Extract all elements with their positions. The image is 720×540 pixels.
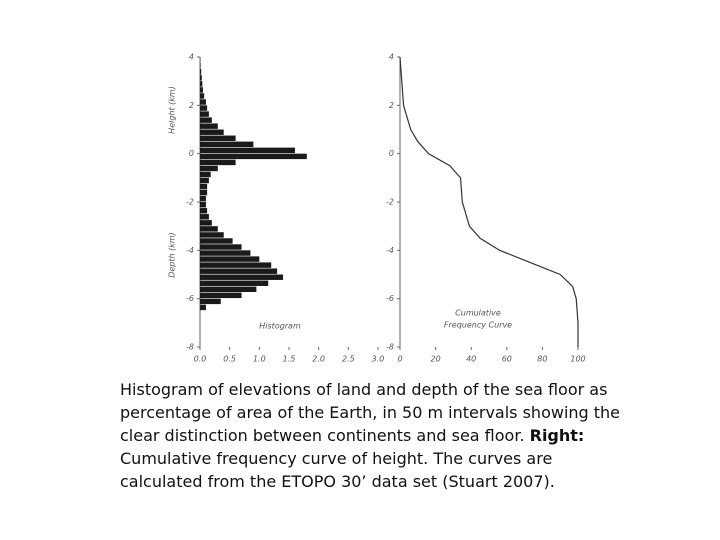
bar xyxy=(200,268,278,274)
caption-text: Cumulative frequency curve of height. Th… xyxy=(120,449,555,491)
caption-text: Histogram of elevations of land and dept… xyxy=(120,380,621,445)
annotation: Frequency Curve xyxy=(444,321,512,330)
x-tick-label: 80 xyxy=(537,355,547,364)
y-tick-label: -4 xyxy=(386,246,394,255)
annotation: Cumulative xyxy=(455,309,501,318)
y-tick-label: -6 xyxy=(386,294,394,303)
bar xyxy=(200,135,236,141)
bar xyxy=(200,123,218,129)
bar xyxy=(200,171,211,178)
annotation: Histogram xyxy=(259,322,301,331)
bar xyxy=(200,117,212,123)
bar xyxy=(200,298,221,305)
bar xyxy=(200,63,201,69)
y-tick-label: -8 xyxy=(386,343,394,352)
caption: Histogram of elevations of land and dept… xyxy=(120,378,625,493)
bar xyxy=(200,93,205,99)
y-axis-label: Height (km) xyxy=(168,86,177,134)
bar xyxy=(200,141,254,148)
y-tick-label: -2 xyxy=(186,198,194,207)
bar xyxy=(200,87,203,93)
bar xyxy=(200,75,202,81)
bar xyxy=(200,202,206,208)
bar xyxy=(200,111,209,117)
bar xyxy=(200,159,236,166)
bar xyxy=(200,220,212,226)
bar xyxy=(200,274,284,280)
x-tick-label: 40 xyxy=(466,355,476,364)
bar xyxy=(200,214,209,220)
bar xyxy=(200,280,269,286)
y-axis-label: Depth (km) xyxy=(168,232,177,278)
bar xyxy=(200,232,224,238)
bar xyxy=(200,304,206,311)
x-tick-label: 1.0 xyxy=(253,355,266,364)
x-tick-label: 0.0 xyxy=(194,355,207,364)
x-tick-label: 1.5 xyxy=(283,355,296,364)
x-tick-label: 0 xyxy=(397,355,402,364)
y-tick-label: -2 xyxy=(386,198,394,207)
y-tick-label: -4 xyxy=(186,246,194,255)
bar xyxy=(200,99,206,105)
x-tick-label: 0.5 xyxy=(223,355,236,364)
y-tick-label: 4 xyxy=(389,53,394,62)
bar xyxy=(200,69,202,75)
bar xyxy=(200,105,208,111)
bar xyxy=(200,292,242,299)
caption-bold: Right: xyxy=(529,426,585,445)
x-tick-label: 20 xyxy=(431,355,441,364)
bar xyxy=(200,195,206,202)
bar xyxy=(200,262,272,268)
x-tick-label: 60 xyxy=(502,355,512,364)
bar xyxy=(200,129,224,135)
y-tick-label: -6 xyxy=(186,294,194,303)
bar xyxy=(200,256,260,262)
bar xyxy=(200,226,218,232)
bar xyxy=(200,147,295,154)
line xyxy=(399,56,579,347)
bar xyxy=(200,244,242,250)
bar xyxy=(200,250,251,256)
bar xyxy=(200,189,208,196)
y-tick-label: 4 xyxy=(189,53,194,62)
y-tick-label: 0 xyxy=(189,149,194,158)
bar xyxy=(200,238,233,244)
bar xyxy=(200,286,257,293)
y-tick-label: 2 xyxy=(389,101,394,110)
bar xyxy=(200,208,208,214)
bar xyxy=(200,153,307,160)
y-tick-label: -8 xyxy=(186,343,194,352)
bar xyxy=(200,177,209,184)
bar xyxy=(200,165,218,172)
x-tick-label: 2.5 xyxy=(342,355,355,364)
x-tick-label: 2.0 xyxy=(312,355,325,364)
bar xyxy=(200,81,203,87)
y-tick-label: 0 xyxy=(389,149,394,158)
x-tick-label: 3.0 xyxy=(372,355,385,364)
bar xyxy=(200,183,208,190)
x-tick-label: 100 xyxy=(570,355,585,364)
y-tick-label: 2 xyxy=(189,101,194,110)
